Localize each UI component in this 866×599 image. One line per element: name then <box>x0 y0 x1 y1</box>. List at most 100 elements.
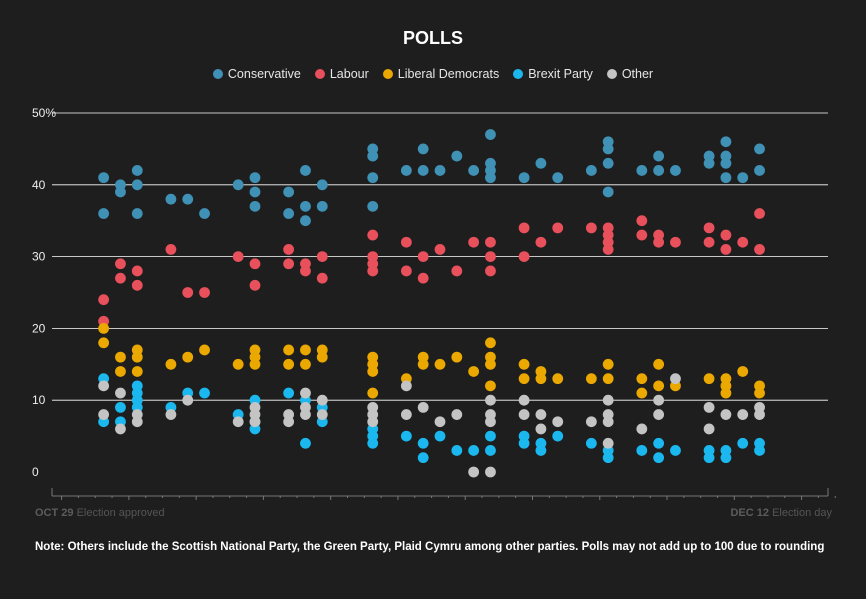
x-start-label: OCT 29 Election approved <box>35 507 165 519</box>
poll-point-labour <box>182 287 194 298</box>
legend-item-brexit: Brexit Party <box>513 67 593 81</box>
poll-point-brexit <box>737 437 749 449</box>
legend-dot-libdem <box>382 69 393 79</box>
poll-point-conservative <box>720 157 732 169</box>
poll-point-labour <box>249 279 261 291</box>
poll-point-other <box>485 416 496 428</box>
poll-point-labour <box>451 265 463 277</box>
poll-point-labour <box>485 236 496 248</box>
poll-point-libdem <box>283 358 295 370</box>
poll-point-brexit <box>670 445 681 456</box>
poll-point-libdem <box>518 358 530 370</box>
poll-point-libdem <box>720 387 732 399</box>
poll-point-other <box>653 394 665 406</box>
poll-point-brexit <box>518 437 530 449</box>
poll-point-conservative <box>670 165 681 176</box>
poll-point-brexit <box>602 452 614 464</box>
x-end-label: DEC 12 Election day <box>730 507 832 519</box>
poll-point-conservative <box>316 200 328 212</box>
poll-point-conservative <box>720 136 732 148</box>
poll-point-other <box>737 409 749 420</box>
poll-point-libdem <box>249 358 261 370</box>
poll-point-labour <box>417 272 429 284</box>
poll-point-libdem <box>98 323 110 334</box>
poll-point-conservative <box>182 193 194 205</box>
poll-point-conservative <box>232 179 244 191</box>
poll-point-other <box>182 394 194 406</box>
poll-point-brexit <box>653 452 665 464</box>
poll-point-labour <box>585 222 597 234</box>
poll-point-other <box>434 416 446 428</box>
poll-point-labour <box>754 244 765 255</box>
poll-point-labour <box>468 236 480 248</box>
legend-label-labour: Labour <box>329 67 369 81</box>
legend: Conservative Labour Liberal Democrats Br… <box>0 67 866 81</box>
legend-item-other: Other <box>606 67 654 81</box>
poll-point-libdem <box>485 337 496 349</box>
poll-point-other <box>98 380 110 392</box>
poll-point-labour <box>518 222 530 234</box>
poll-point-libdem <box>636 373 648 385</box>
poll-point-libdem <box>367 387 379 399</box>
poll-point-conservative <box>400 165 412 176</box>
poll-point-other <box>400 409 412 420</box>
poll-point-conservative <box>720 172 732 184</box>
poll-point-other <box>552 416 564 428</box>
footnote: Note: Others include the Scottish Nation… <box>35 541 825 553</box>
poll-point-libdem <box>131 351 143 363</box>
legend-label-libdem: Liberal Democrats <box>397 67 500 81</box>
poll-point-other <box>518 409 530 420</box>
poll-point-labour <box>720 229 732 241</box>
poll-point-conservative <box>316 179 328 191</box>
poll-point-other <box>670 373 681 385</box>
poll-point-other <box>417 401 429 413</box>
poll-point-conservative <box>653 150 665 162</box>
poll-point-other <box>451 409 463 420</box>
poll-point-conservative <box>485 129 496 140</box>
x-start-date: OCT 29 <box>35 507 74 519</box>
poll-point-conservative <box>485 172 496 184</box>
y-tick-label: 40 <box>32 178 46 192</box>
poll-point-conservative <box>249 200 261 212</box>
poll-point-other <box>485 466 496 478</box>
poll-point-conservative <box>300 200 311 212</box>
poll-point-conservative <box>131 208 143 219</box>
poll-point-other <box>131 416 143 428</box>
poll-point-labour <box>636 229 648 241</box>
poll-point-labour <box>300 265 311 277</box>
poll-point-other <box>316 394 328 406</box>
poll-point-other <box>535 409 547 420</box>
poll-point-other <box>165 409 177 420</box>
poll-point-libdem <box>653 380 665 392</box>
y-tick-label: 30 <box>32 250 46 264</box>
legend-item-libdem: Liberal Democrats <box>382 67 500 81</box>
y-tick-label: 0 <box>32 465 39 479</box>
poll-point-labour <box>283 244 295 255</box>
poll-point-libdem <box>602 358 614 370</box>
poll-point-other <box>703 423 715 435</box>
poll-point-libdem <box>518 373 530 385</box>
poll-point-libdem <box>115 351 126 363</box>
poll-point-other <box>115 423 126 435</box>
poll-point-conservative <box>98 172 110 184</box>
poll-point-other <box>115 387 126 399</box>
poll-point-conservative <box>367 150 379 162</box>
poll-point-brexit <box>552 430 564 442</box>
poll-point-conservative <box>451 150 463 162</box>
poll-point-labour <box>367 265 379 277</box>
poll-point-labour <box>754 208 765 219</box>
poll-point-labour <box>98 294 110 306</box>
poll-point-other <box>720 409 732 420</box>
poll-point-brexit <box>400 430 412 442</box>
poll-point-conservative <box>754 165 765 176</box>
poll-point-brexit <box>434 430 446 442</box>
poll-point-conservative <box>585 165 597 176</box>
poll-point-libdem <box>300 358 311 370</box>
poll-point-brexit <box>485 445 496 456</box>
poll-point-labour <box>434 244 446 255</box>
poll-point-libdem <box>602 373 614 385</box>
poll-point-labour <box>400 265 412 277</box>
poll-point-brexit <box>300 437 311 449</box>
poll-point-conservative <box>653 165 665 176</box>
legend-label-other: Other <box>621 67 654 81</box>
